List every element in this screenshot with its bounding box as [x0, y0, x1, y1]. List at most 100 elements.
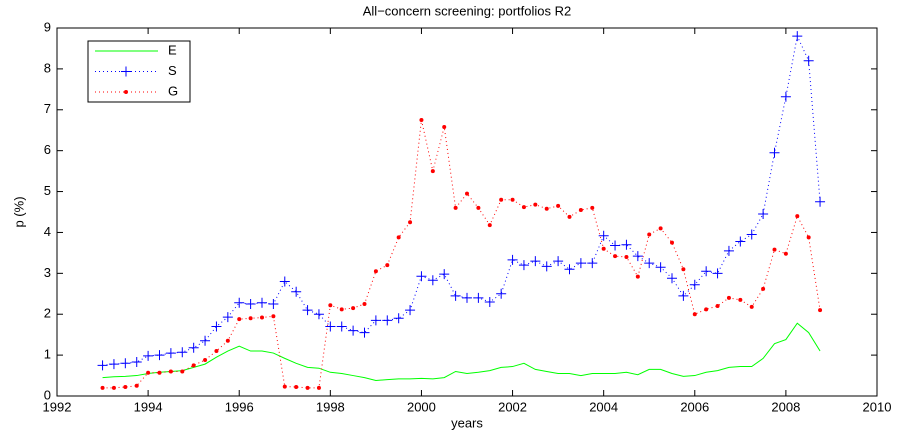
series-line: [102, 34, 821, 366]
marker-shape: [336, 321, 347, 332]
marker-shape: [746, 229, 757, 240]
marker: [715, 304, 720, 309]
marker-shape: [120, 358, 131, 369]
x-tick-label: 2002: [498, 399, 527, 414]
marker: [336, 321, 347, 332]
marker: [621, 239, 632, 250]
marker-shape: [450, 290, 461, 301]
marker: [450, 290, 461, 301]
marker: [188, 342, 199, 353]
marker: [601, 246, 606, 251]
marker: [556, 203, 561, 208]
marker: [544, 206, 549, 211]
marker-shape: [769, 147, 780, 158]
marker: [567, 214, 572, 219]
marker: [211, 321, 222, 332]
marker: [761, 286, 766, 291]
marker: [587, 258, 598, 269]
marker: [97, 360, 108, 371]
marker: [701, 266, 712, 277]
y-tick-label: 1: [44, 347, 51, 362]
marker: [405, 305, 416, 316]
marker-shape: [177, 347, 188, 358]
marker: [416, 271, 427, 282]
marker: [146, 370, 151, 375]
y-tick-label: 8: [44, 60, 51, 75]
marker: [419, 118, 424, 122]
chart-title: All−concern screening: portfolios R2: [363, 3, 571, 18]
marker: [203, 358, 208, 363]
y-tick-label: 4: [44, 224, 51, 239]
marker: [427, 275, 438, 286]
series-line: [102, 322, 821, 381]
marker-shape: [815, 196, 826, 207]
marker-shape: [234, 297, 245, 308]
marker-shape: [587, 258, 598, 269]
marker: [476, 205, 481, 210]
marker: [473, 292, 484, 303]
marker: [143, 350, 154, 361]
marker: [305, 385, 310, 390]
marker: [121, 66, 131, 77]
marker: [302, 305, 313, 316]
x-tick-label: 2008: [771, 399, 800, 414]
marker: [658, 226, 663, 231]
marker: [257, 297, 267, 308]
marker: [533, 202, 538, 207]
marker-shape: [712, 268, 723, 279]
marker: [134, 383, 139, 388]
marker-shape: [462, 292, 472, 303]
marker: [373, 269, 378, 274]
y-tick-label: 2: [44, 306, 51, 321]
marker: [644, 258, 655, 269]
marker: [291, 286, 302, 297]
marker-shape: [97, 360, 108, 371]
marker: [613, 254, 618, 259]
marker: [667, 273, 677, 284]
marker: [348, 325, 359, 336]
marker: [530, 256, 541, 267]
marker: [282, 384, 287, 389]
legend: ESG: [87, 40, 191, 103]
marker: [328, 303, 333, 308]
marker-shape: [143, 350, 154, 361]
marker: [678, 290, 689, 301]
marker: [553, 256, 564, 267]
marker-shape: [393, 313, 404, 324]
marker: [408, 220, 413, 225]
x-axis-label: years: [451, 415, 483, 430]
legend-label: G: [168, 83, 178, 98]
marker: [439, 269, 450, 280]
marker-shape: [792, 31, 803, 42]
marker-shape: [439, 269, 450, 280]
marker: [339, 307, 344, 312]
marker: [316, 385, 321, 390]
marker-shape: [257, 297, 267, 308]
marker: [783, 251, 788, 256]
marker-shape: [484, 296, 495, 307]
marker-shape: [575, 258, 586, 269]
marker: [735, 236, 746, 247]
marker: [484, 296, 495, 307]
marker-shape: [803, 55, 814, 66]
marker: [610, 240, 621, 251]
marker: [689, 279, 700, 290]
marker: [746, 229, 757, 240]
marker: [442, 124, 447, 129]
marker-shape: [667, 273, 677, 284]
marker: [124, 90, 128, 94]
marker-shape: [165, 348, 176, 359]
marker: [465, 191, 469, 196]
marker-shape: [211, 321, 222, 332]
marker: [131, 357, 142, 368]
marker: [635, 274, 640, 279]
marker: [279, 276, 290, 287]
marker: [496, 288, 507, 299]
x-tick-label: 1998: [316, 399, 345, 414]
marker: [225, 338, 230, 343]
marker: [578, 207, 583, 212]
marker: [647, 232, 652, 237]
marker: [723, 245, 734, 256]
marker-shape: [188, 342, 199, 353]
marker-shape: [723, 245, 734, 256]
